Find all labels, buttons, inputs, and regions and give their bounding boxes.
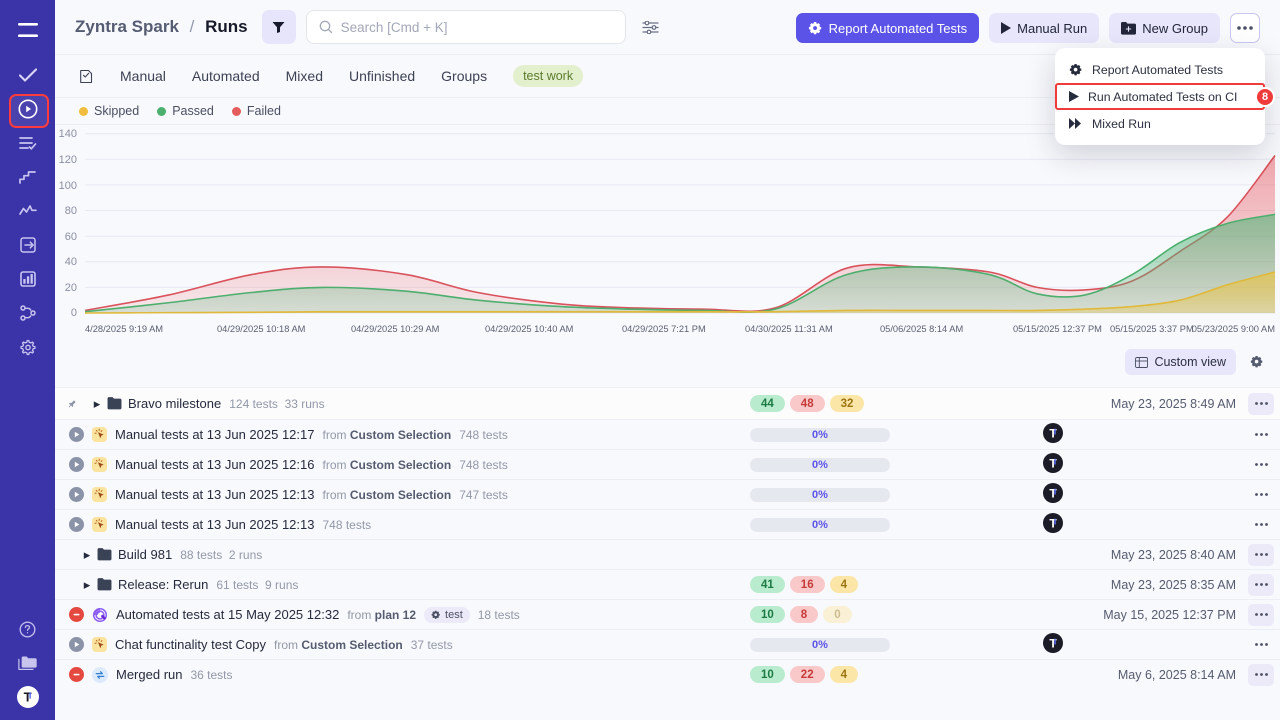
svg-text:20: 20 [65,282,77,294]
svg-text:T: T [1049,457,1057,471]
svg-text:T: T [1049,487,1057,501]
svg-text:04/30/2025 11:31 AM: 04/30/2025 11:31 AM [745,324,833,334]
svg-text:T: T [1049,637,1057,651]
svg-text:140: 140 [59,128,77,140]
svg-text:80: 80 [65,205,77,217]
svg-text:04/29/2025 10:29 AM: 04/29/2025 10:29 AM [351,324,439,334]
svg-text:04/29/2025 10:40 AM: 04/29/2025 10:40 AM [485,324,573,334]
svg-text:05/23/2025 9:00 AM: 05/23/2025 9:00 AM [1192,324,1275,334]
svg-text:100: 100 [59,180,77,192]
svg-text:120: 120 [59,154,77,166]
svg-text:05/15/2025 12:37 PM: 05/15/2025 12:37 PM [1013,324,1102,334]
svg-text:0: 0 [71,307,77,319]
svg-text:04/29/2025 7:21 PM: 04/29/2025 7:21 PM [622,324,706,334]
svg-text:05/06/2025 8:14 AM: 05/06/2025 8:14 AM [880,324,963,334]
svg-text:04/29/2025 10:18 AM: 04/29/2025 10:18 AM [217,324,305,334]
svg-text:4/28/2025 9:19 AM: 4/28/2025 9:19 AM [85,324,163,334]
svg-text:05/15/2025 3:37 PM: 05/15/2025 3:37 PM [1110,324,1194,334]
svg-text:T: T [1049,427,1057,441]
svg-text:T: T [1049,517,1057,531]
svg-text:60: 60 [65,231,77,243]
svg-text:40: 40 [65,256,77,268]
